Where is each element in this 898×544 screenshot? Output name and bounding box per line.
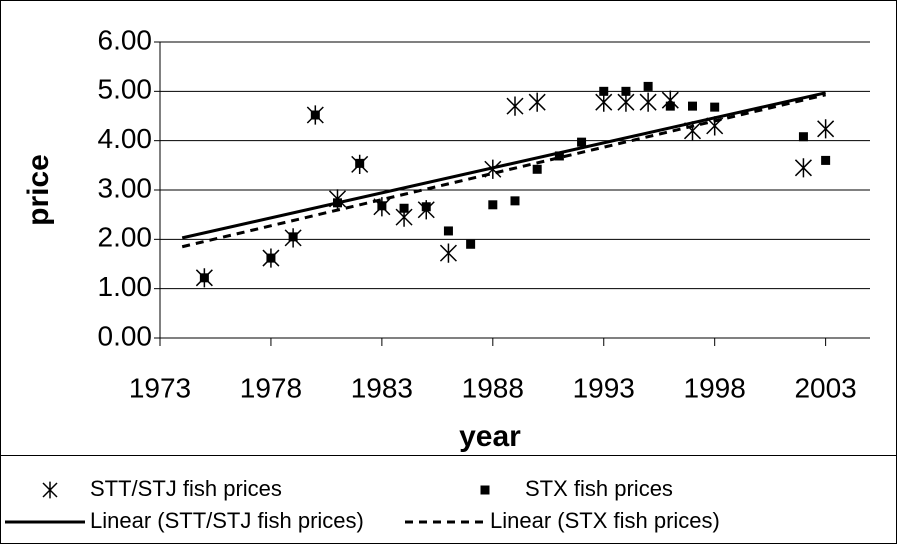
x-tick-label: 1983 (351, 372, 413, 403)
star-point (439, 243, 457, 263)
trend-line (181, 93, 826, 249)
legend-box (0, 455, 897, 544)
square-point (266, 253, 276, 263)
x-tick-label: 1973 (129, 372, 191, 403)
x-tick-label: 1978 (240, 372, 302, 403)
star-point (794, 158, 812, 178)
y-tick-label: 0.00 (98, 320, 153, 351)
legend-marker (480, 485, 490, 495)
x-axis-label: year (459, 420, 521, 453)
square-point (710, 102, 720, 112)
x-tick-label: 1988 (462, 372, 524, 403)
square-point (621, 86, 631, 96)
square-point (199, 273, 209, 283)
x-tick-label: 2003 (794, 372, 856, 403)
y-tick-label: 4.00 (98, 123, 153, 154)
legend-label: STX fish prices (525, 476, 673, 501)
square-point (688, 101, 697, 111)
square-point (643, 81, 653, 91)
square-point (288, 232, 298, 242)
square-point (466, 239, 476, 249)
y-tick-label: 3.00 (98, 172, 153, 203)
square-point (443, 226, 453, 236)
square-point (577, 137, 587, 147)
x-tick-label: 1993 (573, 372, 635, 403)
square-point (798, 132, 808, 142)
square-point (421, 202, 431, 212)
star-point (639, 92, 657, 112)
legend-marker (42, 481, 58, 499)
square-point (665, 101, 675, 111)
trend-line (181, 91, 826, 240)
y-tick-label: 5.00 (98, 74, 153, 105)
square-point (310, 110, 320, 120)
square-point (599, 86, 609, 96)
legend-label: Linear (STX fish prices) (490, 508, 720, 533)
square-point (554, 151, 564, 161)
square-point (532, 164, 542, 174)
y-tick-label: 2.00 (98, 222, 153, 253)
square-point (399, 203, 409, 213)
star-point (817, 119, 835, 139)
x-tick-label: 1998 (684, 372, 746, 403)
y-tick-label: 6.00 (98, 24, 153, 55)
square-point (377, 201, 387, 211)
legend-label: Linear (STT/STJ fish prices) (90, 508, 364, 533)
y-tick-label: 1.00 (98, 271, 153, 302)
square-point (821, 155, 831, 165)
square-point (488, 200, 498, 210)
legend-label: STT/STJ fish prices (90, 476, 282, 501)
y-axis-label: price (22, 154, 55, 226)
star-point (528, 92, 546, 112)
star-point (506, 96, 524, 116)
square-point (355, 158, 365, 168)
square-point (510, 196, 520, 206)
